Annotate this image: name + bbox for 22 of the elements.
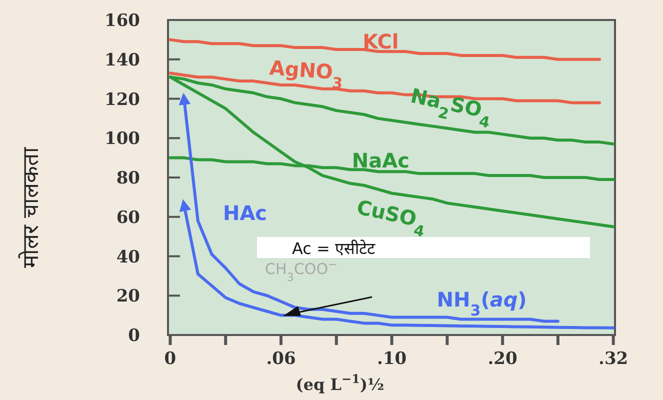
x-tick-label: .10 bbox=[376, 349, 407, 369]
y-tick-label: 0 bbox=[128, 326, 140, 346]
x-tick-label: 0 bbox=[164, 349, 176, 369]
y-tick-label: 120 bbox=[104, 90, 140, 110]
y-axis-title: मोलर चालकता bbox=[18, 147, 44, 268]
y-tick-label: 160 bbox=[104, 11, 140, 31]
y-tick-label: 20 bbox=[116, 286, 140, 307]
y-tick-label: 60 bbox=[116, 208, 140, 228]
y-tick-label: 80 bbox=[116, 168, 140, 188]
series-label: HAc bbox=[222, 200, 268, 225]
x-tick-label: .06 bbox=[266, 349, 296, 369]
y-tick-label: 100 bbox=[104, 129, 140, 150]
x-tick-label: .20 bbox=[488, 349, 518, 369]
y-tick-label: 40 bbox=[116, 247, 140, 268]
x-axis-title: (eq L$^{−1}$)½ bbox=[296, 372, 384, 394]
series-label: KCl bbox=[362, 30, 399, 54]
x-tick-label: .32 bbox=[598, 349, 628, 369]
series-label: NH$_{3}$(aq) bbox=[436, 287, 527, 320]
annotation: Ac = एसीटेट bbox=[292, 239, 376, 258]
annotation: CH$_{3}$COO$^{−}$ bbox=[265, 258, 338, 284]
series-label: NaAc bbox=[352, 148, 410, 173]
y-tick-label: 140 bbox=[104, 50, 140, 70]
